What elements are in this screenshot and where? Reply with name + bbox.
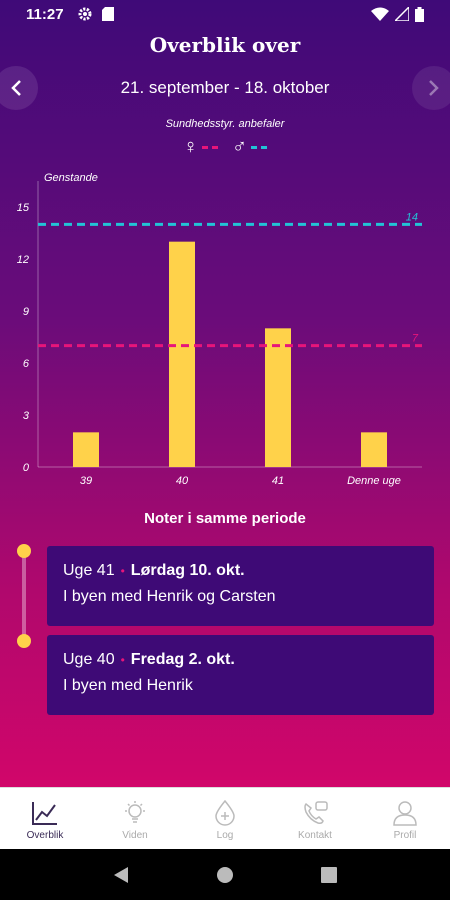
next-period-button[interactable]: [412, 66, 450, 110]
timeline-dot: [17, 544, 31, 558]
bar: [265, 328, 291, 467]
tab-label: Overblik: [26, 830, 64, 841]
tab-viden[interactable]: Viden: [90, 788, 180, 849]
chevron-left-icon: [11, 80, 21, 96]
y-tick-label: 3: [23, 410, 30, 422]
recommendation-legend: ♀ ♂: [0, 136, 450, 159]
battery-icon: [415, 6, 424, 22]
previous-period-button[interactable]: [0, 66, 38, 110]
female-dash-swatch: [202, 146, 218, 149]
note-day: Fredag 2. okt.: [130, 651, 235, 668]
x-tick-label: Denne uge: [347, 475, 401, 487]
y-tick-label: 0: [23, 462, 30, 474]
page-title: Overblik over: [149, 33, 301, 57]
app-screen: 11:27 Overblik over 21. september - 18. …: [0, 0, 450, 787]
person-icon: [393, 801, 417, 826]
weekly-chart: Genstande 0 3 6 9 12 15 39 40 41 Denne uge 14 7: [17, 172, 422, 487]
lightbulb-icon: [125, 801, 145, 823]
note-separator-dot: •: [120, 653, 125, 667]
tab-label: Kontakt: [298, 830, 332, 841]
x-tick-label: 40: [176, 475, 189, 487]
bar: [73, 432, 99, 467]
legend-male: ♂: [232, 136, 267, 159]
bar: [169, 241, 195, 467]
chart-icon: [32, 802, 57, 825]
tab-kontakt[interactable]: Kontakt: [270, 788, 360, 849]
period-range: 21. september - 18. oktober: [120, 78, 330, 97]
tab-overblik[interactable]: Overblik: [0, 788, 90, 849]
recents-icon[interactable]: [320, 866, 337, 883]
tab-label: Profil: [393, 830, 417, 841]
chevron-right-icon: [429, 80, 439, 96]
status-bar: 11:27: [0, 0, 450, 28]
y-tick-label: 9: [23, 306, 29, 318]
note-card[interactable]: Uge 40 • Fredag 2. okt. I byen med Henrik: [47, 635, 434, 715]
note-card[interactable]: Uge 41 • Lørdag 10. okt. I byen med Henrik…: [47, 546, 434, 626]
drop-plus-icon: [215, 800, 235, 826]
y-tick-label: 6: [23, 358, 30, 370]
tab-profil[interactable]: Profil: [360, 788, 450, 849]
reference-line-label: 7: [412, 333, 419, 345]
x-tick-label: 41: [272, 475, 284, 487]
notes-title: Noter i samme periode: [144, 510, 306, 527]
y-axis-label: Genstande: [44, 172, 98, 184]
tab-label: Log: [216, 830, 234, 841]
bottom-tab-bar: Overblik Viden Log Kontakt Profil: [0, 787, 450, 849]
female-symbol-icon: ♀: [183, 136, 198, 158]
reference-line-label: 14: [406, 211, 418, 223]
wifi-icon: [371, 7, 389, 21]
sim-card-icon: [101, 7, 114, 21]
tab-label: Viden: [122, 830, 148, 841]
status-time: 11:27: [26, 5, 64, 23]
y-tick-label: 15: [17, 202, 30, 214]
recommendation-label: Sundhedsstyr. anbefaler: [165, 118, 285, 130]
note-week: Uge 40: [63, 651, 115, 668]
note-week: Uge 41: [63, 562, 115, 579]
phone-chat-icon: [304, 801, 328, 824]
notes-timeline: [22, 550, 26, 642]
timeline-dot: [17, 634, 31, 648]
system-navigation-bar: [0, 849, 450, 900]
note-text: I byen med Henrik: [63, 677, 193, 694]
bar: [361, 432, 387, 467]
male-symbol-icon: ♂: [232, 136, 247, 158]
y-tick-label: 12: [17, 254, 29, 266]
note-day: Lørdag 10. okt.: [130, 562, 245, 579]
home-icon[interactable]: [216, 866, 234, 884]
note-separator-dot: •: [120, 564, 125, 578]
x-tick-label: 39: [80, 475, 92, 487]
gear-icon: [78, 7, 92, 21]
note-text: I byen med Henrik og Carsten: [63, 588, 276, 605]
tab-log[interactable]: Log: [180, 788, 270, 849]
male-dash-swatch: [251, 146, 267, 149]
signal-icon: [395, 7, 409, 21]
back-icon[interactable]: [113, 866, 129, 884]
legend-female: ♀: [183, 136, 218, 159]
